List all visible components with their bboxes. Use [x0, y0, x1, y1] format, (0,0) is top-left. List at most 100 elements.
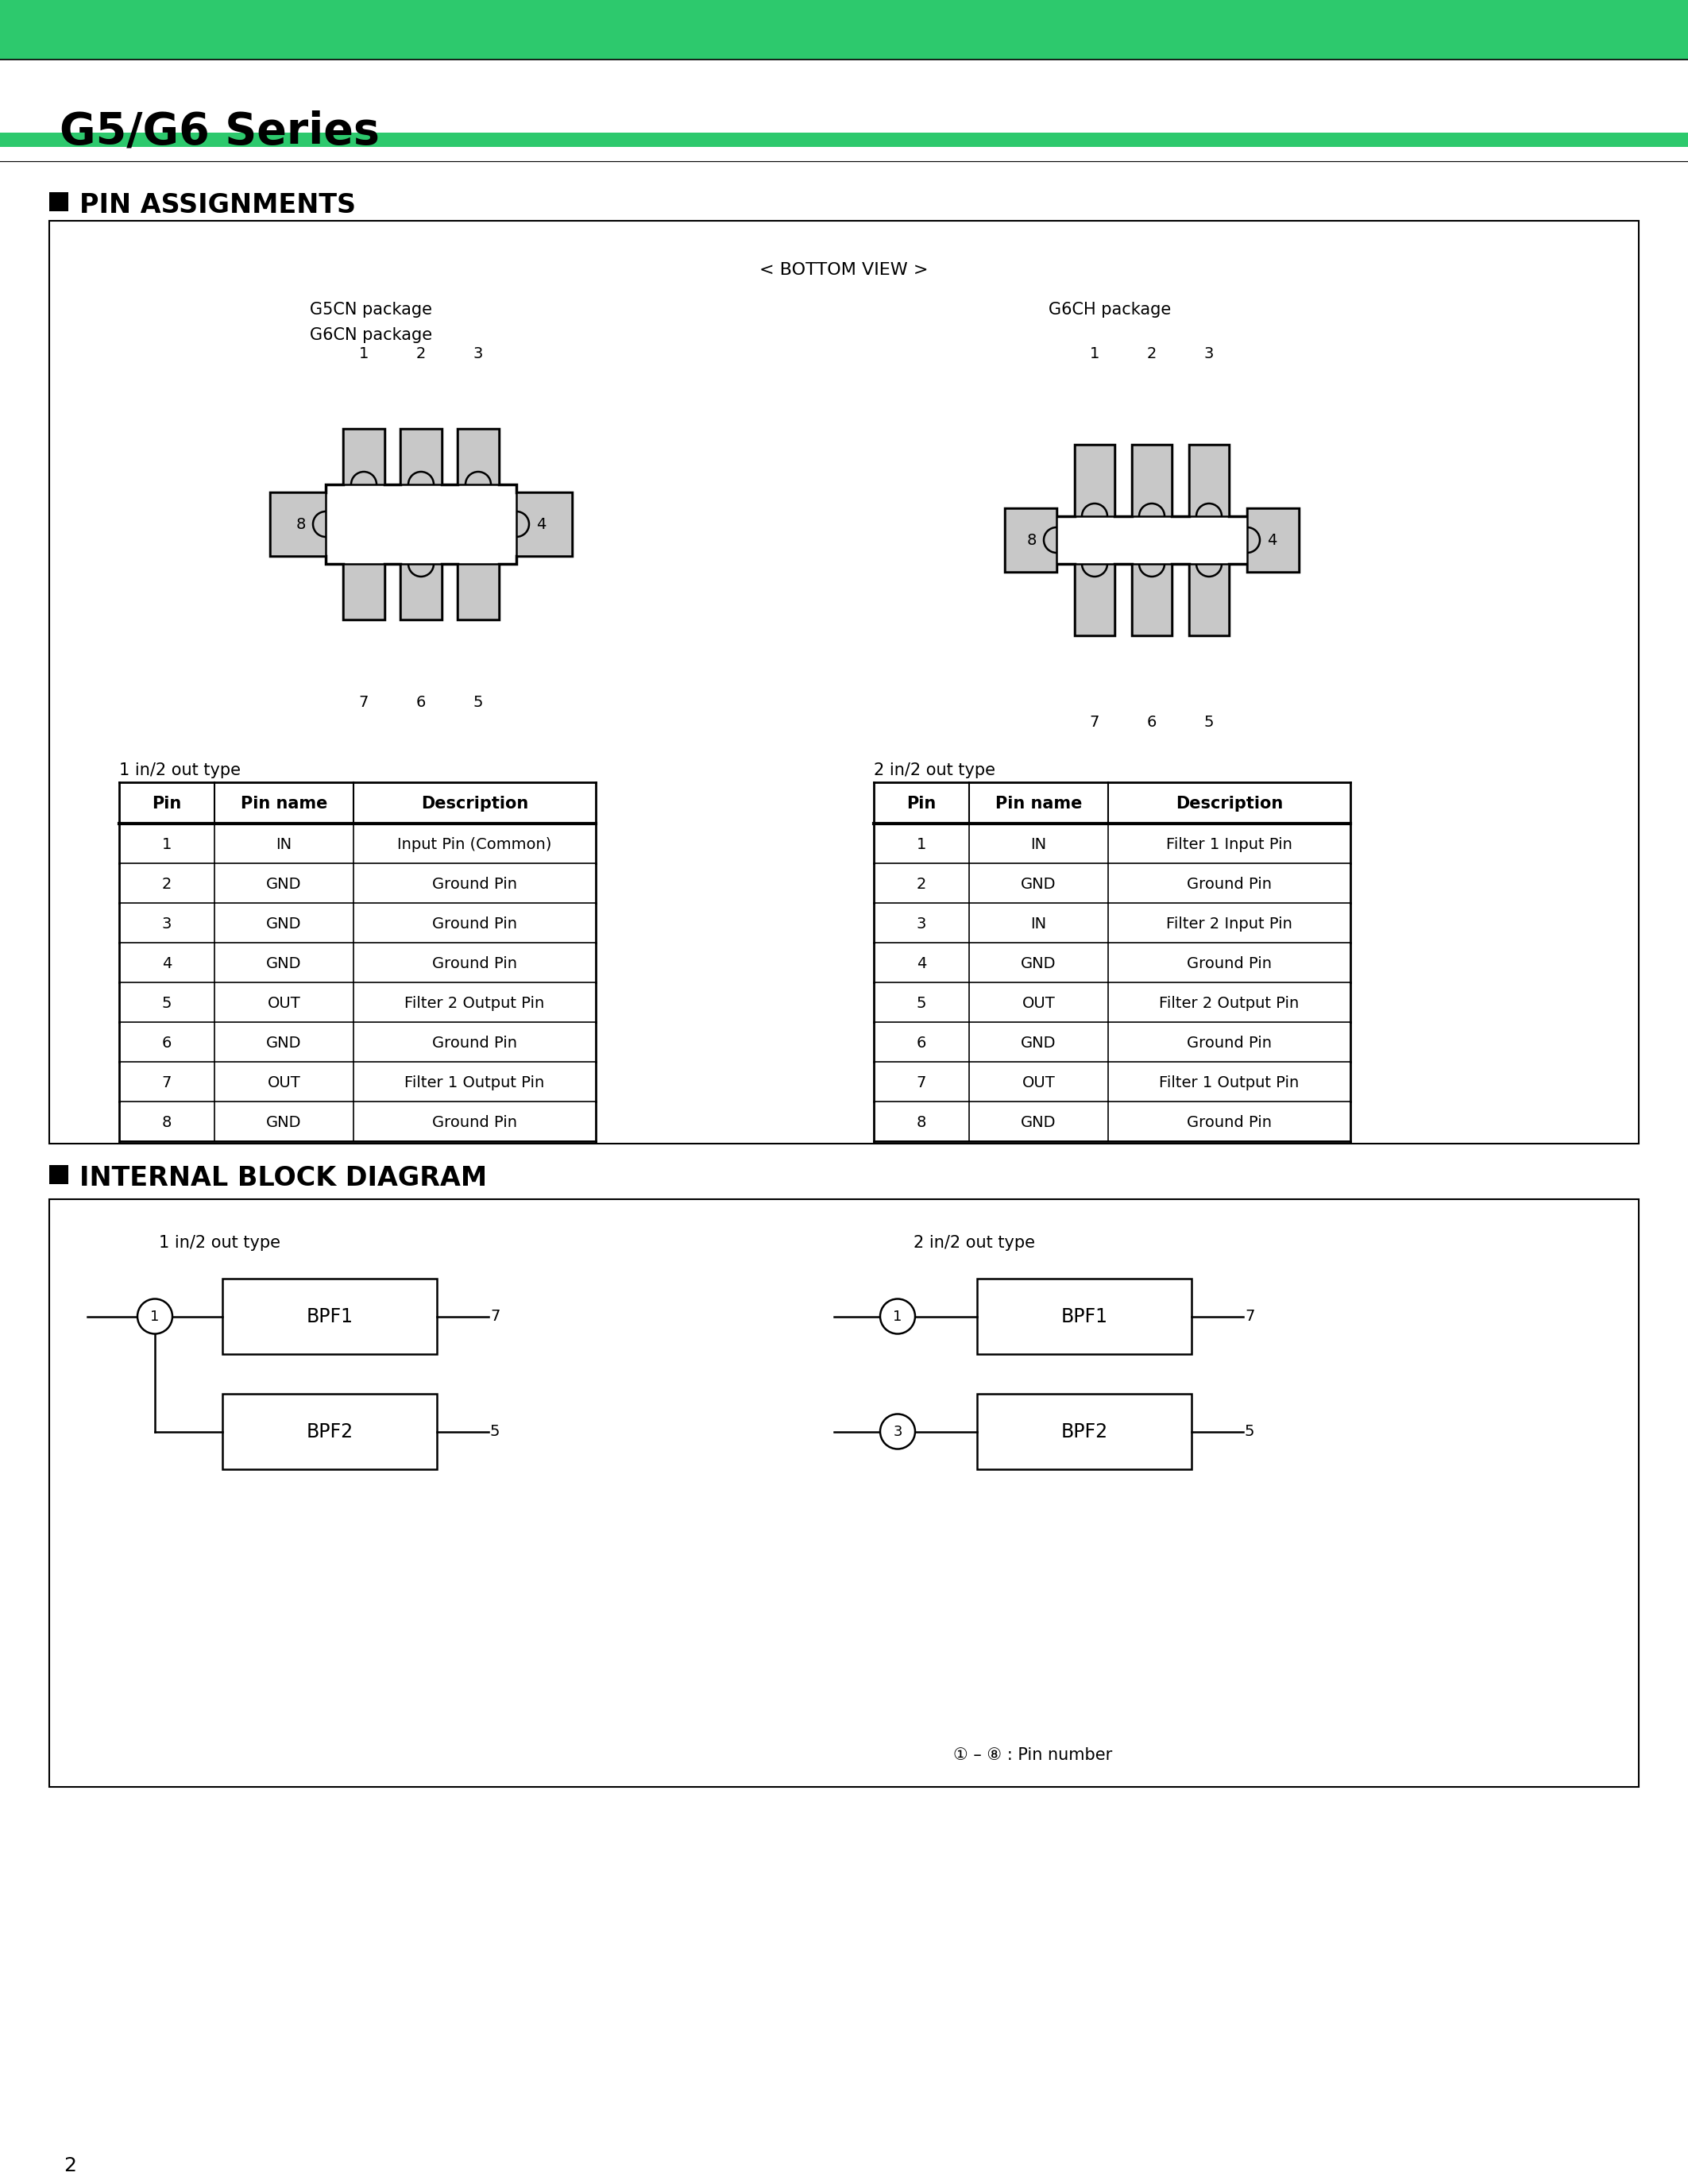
- Text: Ground Pin: Ground Pin: [1187, 957, 1271, 972]
- Bar: [1188, 446, 1229, 515]
- Text: 1: 1: [1090, 347, 1099, 360]
- Text: 7: 7: [490, 1308, 500, 1324]
- Text: GND: GND: [267, 957, 302, 972]
- Text: Ground Pin: Ground Pin: [1187, 876, 1271, 891]
- Text: 6: 6: [162, 1035, 172, 1051]
- Text: 2 in/2 out type: 2 in/2 out type: [913, 1234, 1035, 1251]
- Bar: [1133, 563, 1171, 636]
- Text: Input Pin (Common): Input Pin (Common): [397, 836, 552, 852]
- Text: 7: 7: [1090, 714, 1099, 729]
- Text: 2: 2: [415, 347, 425, 360]
- Text: 5: 5: [1204, 714, 1214, 729]
- Bar: [270, 491, 326, 557]
- Text: Pin name: Pin name: [241, 795, 327, 812]
- Bar: [1188, 446, 1229, 515]
- Text: GND: GND: [267, 915, 302, 930]
- Bar: [400, 563, 442, 620]
- Bar: [1075, 563, 1114, 636]
- Bar: [1004, 509, 1057, 572]
- Text: 3: 3: [162, 915, 172, 930]
- Text: 2: 2: [162, 876, 172, 891]
- Text: Pin name: Pin name: [996, 795, 1082, 812]
- Text: Ground Pin: Ground Pin: [432, 876, 517, 891]
- Bar: [977, 1393, 1192, 1470]
- Text: 3: 3: [1204, 347, 1214, 360]
- Text: Filter 1 Input Pin: Filter 1 Input Pin: [1166, 836, 1293, 852]
- Text: 2: 2: [917, 876, 927, 891]
- Text: 6: 6: [1146, 714, 1156, 729]
- Text: OUT: OUT: [267, 1075, 300, 1090]
- Text: 5: 5: [490, 1424, 500, 1439]
- Text: 6: 6: [415, 695, 425, 710]
- Bar: [270, 491, 326, 557]
- Bar: [343, 428, 385, 485]
- Text: OUT: OUT: [1021, 996, 1055, 1011]
- Text: OUT: OUT: [1021, 1075, 1055, 1090]
- Bar: [0, 133, 1688, 146]
- PathPatch shape: [270, 428, 572, 620]
- Text: Ground Pin: Ground Pin: [432, 1035, 517, 1051]
- Text: 7: 7: [1244, 1308, 1254, 1324]
- Text: 5: 5: [1244, 1424, 1254, 1439]
- Bar: [517, 491, 572, 557]
- Bar: [1075, 446, 1114, 515]
- Text: 5: 5: [473, 695, 483, 710]
- Bar: [1004, 509, 1057, 572]
- Bar: [223, 1278, 437, 1354]
- Text: BPF2: BPF2: [306, 1422, 353, 1441]
- Text: 2 in/2 out type: 2 in/2 out type: [874, 762, 996, 778]
- Text: Filter 2 Output Pin: Filter 2 Output Pin: [405, 996, 545, 1011]
- Circle shape: [879, 1299, 915, 1334]
- Text: Description: Description: [420, 795, 528, 812]
- Text: 1 in/2 out type: 1 in/2 out type: [120, 762, 241, 778]
- Bar: [400, 563, 442, 620]
- Bar: [457, 563, 500, 620]
- Text: GND: GND: [1021, 957, 1057, 972]
- Bar: [400, 428, 442, 485]
- Text: 3: 3: [917, 915, 927, 930]
- Bar: [1247, 509, 1298, 572]
- Bar: [457, 428, 500, 485]
- Text: 1: 1: [150, 1308, 159, 1324]
- Text: 8: 8: [162, 1114, 172, 1129]
- Text: 7: 7: [917, 1075, 927, 1090]
- Text: GND: GND: [267, 1035, 302, 1051]
- Bar: [1133, 446, 1171, 515]
- Text: 5: 5: [917, 996, 927, 1011]
- Bar: [874, 782, 1350, 823]
- Text: Description: Description: [1175, 795, 1283, 812]
- Text: Ground Pin: Ground Pin: [432, 957, 517, 972]
- Text: G6CN package: G6CN package: [311, 328, 432, 343]
- Text: BPF1: BPF1: [1060, 1306, 1107, 1326]
- Text: Filter 1 Output Pin: Filter 1 Output Pin: [1160, 1075, 1300, 1090]
- Text: IN: IN: [277, 836, 292, 852]
- Text: 1: 1: [893, 1308, 901, 1324]
- Text: G5CN package: G5CN package: [311, 301, 432, 317]
- Text: GND: GND: [1021, 876, 1057, 891]
- Text: BPF2: BPF2: [1060, 1422, 1107, 1441]
- Bar: [343, 563, 385, 620]
- Text: OUT: OUT: [267, 996, 300, 1011]
- Text: 5: 5: [162, 996, 172, 1011]
- Bar: [223, 1393, 437, 1470]
- Bar: [1133, 563, 1171, 636]
- Bar: [343, 428, 385, 485]
- Text: GND: GND: [267, 1114, 302, 1129]
- Bar: [0, 0, 1688, 59]
- Text: 2: 2: [64, 2156, 76, 2175]
- Bar: [120, 782, 596, 823]
- Bar: [49, 192, 68, 212]
- Bar: [400, 428, 442, 485]
- Text: 4: 4: [917, 957, 927, 972]
- Text: 8: 8: [295, 518, 306, 531]
- Bar: [1247, 509, 1298, 572]
- Text: G6CH package: G6CH package: [1048, 301, 1171, 317]
- Bar: [977, 1278, 1192, 1354]
- Bar: [1188, 563, 1229, 636]
- Text: GND: GND: [1021, 1114, 1057, 1129]
- Text: 4: 4: [1268, 533, 1276, 548]
- Text: BPF1: BPF1: [306, 1306, 353, 1326]
- Bar: [457, 563, 500, 620]
- Text: 7: 7: [360, 695, 368, 710]
- Text: 4: 4: [537, 518, 545, 531]
